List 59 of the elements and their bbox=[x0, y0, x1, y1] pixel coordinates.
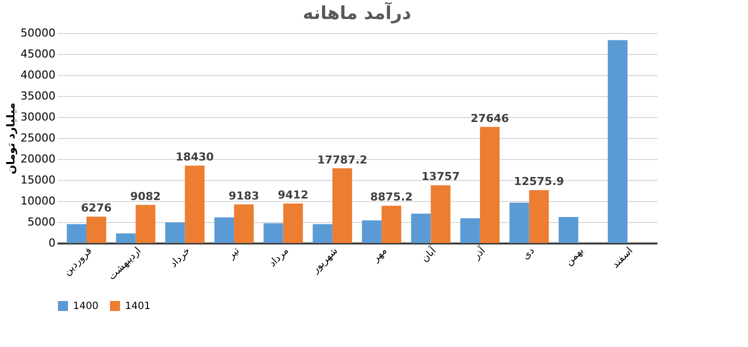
x-tick-label: فروردین bbox=[62, 245, 94, 278]
x-tick-label: تیر bbox=[225, 245, 242, 262]
x-tick-label: شهریور bbox=[310, 246, 340, 276]
bar bbox=[234, 204, 254, 243]
y-axis-title: میلیارد تومان bbox=[4, 102, 18, 174]
bar bbox=[86, 216, 106, 243]
bar bbox=[165, 222, 185, 243]
y-tick-label: 5000 bbox=[28, 216, 56, 228]
y-tick-label: 20000 bbox=[20, 152, 56, 166]
data-label: 6276 bbox=[81, 202, 112, 215]
bar bbox=[116, 233, 136, 243]
x-tick-label: مهر bbox=[370, 246, 390, 265]
data-label: 12575.9 bbox=[514, 175, 564, 188]
y-tick-label: 10000 bbox=[20, 194, 56, 208]
bar bbox=[362, 220, 382, 243]
data-label: 13757 bbox=[421, 170, 460, 184]
bar bbox=[558, 216, 578, 243]
bar bbox=[509, 202, 530, 243]
bar bbox=[66, 224, 87, 243]
legend-label: 1400 bbox=[73, 301, 98, 312]
data-label: 17787.2 bbox=[317, 153, 368, 166]
x-tick-label: خرداد bbox=[168, 246, 193, 270]
y-tick-label: 45000 bbox=[20, 48, 56, 60]
bar bbox=[184, 166, 205, 243]
bar bbox=[214, 217, 234, 243]
x-tick-label: اسفند bbox=[610, 246, 636, 271]
bar bbox=[332, 168, 352, 243]
y-tick-label: 0 bbox=[48, 236, 56, 250]
x-tick-label: اردیبهشت bbox=[106, 246, 144, 282]
bar bbox=[529, 190, 549, 243]
bar bbox=[136, 204, 156, 243]
bar bbox=[382, 206, 402, 243]
data-label: 8875.2 bbox=[370, 190, 413, 204]
bar bbox=[264, 223, 284, 243]
data-label: 9082 bbox=[130, 190, 161, 203]
bar bbox=[460, 218, 480, 243]
x-tick-label: آذر bbox=[469, 243, 489, 263]
x-tick-label: بهمن bbox=[564, 246, 586, 268]
y-tick-label: 35000 bbox=[20, 90, 56, 102]
data-label: 18430 bbox=[176, 150, 214, 164]
data-label: 9412 bbox=[278, 188, 308, 202]
y-tick-label: 30000 bbox=[20, 110, 56, 124]
bar bbox=[430, 185, 450, 243]
y-tick-label: 40000 bbox=[20, 68, 56, 82]
y-tick-label: 15000 bbox=[20, 174, 56, 186]
y-tick-label: 50000 bbox=[20, 26, 56, 40]
data-label: 27646 bbox=[470, 112, 510, 125]
bar bbox=[312, 224, 332, 243]
bar bbox=[608, 40, 628, 243]
bar bbox=[411, 214, 431, 243]
legend-label: 1401 bbox=[125, 301, 150, 312]
data-label: 9183 bbox=[228, 189, 260, 202]
x-tick-label: دی bbox=[520, 246, 537, 262]
x-tick-label: آبان bbox=[418, 243, 440, 265]
x-tick-label: مرداد bbox=[267, 246, 292, 270]
bar bbox=[480, 126, 500, 243]
chart-title: درآمد ماهانه bbox=[302, 1, 412, 24]
bar bbox=[283, 203, 303, 243]
y-tick-label: 25000 bbox=[20, 132, 56, 144]
